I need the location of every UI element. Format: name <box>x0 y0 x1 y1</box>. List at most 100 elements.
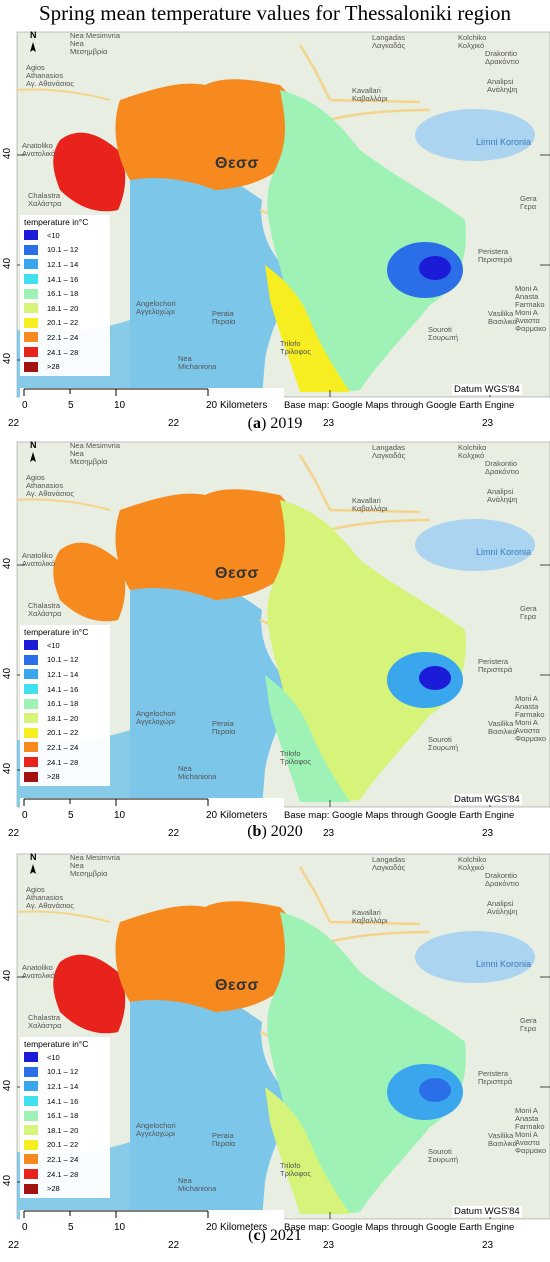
place-peristera: Peristera Περιστερά <box>478 1069 513 1086</box>
legend-label: 10.1 – 12 <box>47 1067 79 1077</box>
legend-row: >28 <box>24 769 110 784</box>
legend-label: 14.1 – 16 <box>47 274 79 284</box>
legend-row: >28 <box>24 1181 110 1196</box>
scale-bar-graphic <box>23 1210 209 1218</box>
legend-swatch <box>24 1125 38 1136</box>
scale-tick-label: 5 <box>68 810 74 821</box>
legend-row: 22.1 – 24 <box>24 1152 110 1167</box>
legend-row: 20.1 – 22 <box>24 1138 110 1153</box>
lon-label-4: 23 <box>482 418 494 429</box>
legend-label: 20.1 – 22 <box>47 728 79 738</box>
datum-label: Datum WGS'84 <box>452 384 522 395</box>
legend-row: <10 <box>24 1050 110 1065</box>
place-souroti: Souroti Σουρωτή <box>428 325 459 342</box>
legend-swatch <box>24 1052 38 1063</box>
map-panel-2021: N Nea Mesimvria Nea Μεσημβρία Agios Atha… <box>0 852 550 1262</box>
legend-swatch <box>24 742 38 753</box>
map-panel-2020: N Nea Mesimvria Nea Μεσημβρία Agios Atha… <box>0 440 550 850</box>
place-nea-mesimvria: Nea Mesimvria Nea Μεσημβρία <box>70 31 121 56</box>
legend-row: 24.1 – 28 <box>24 345 110 360</box>
scale-bar: 0 5 10 20 Kilometers <box>20 1210 284 1240</box>
place-thessaloniki: Θεσσ <box>215 565 259 582</box>
legend-label: <10 <box>47 230 60 240</box>
legend-label: 16.1 – 18 <box>47 699 79 709</box>
place-gerakarou: Gera Γερα <box>520 194 537 211</box>
legend-row: <10 <box>24 228 110 243</box>
place-moni: Moni A Anasta Farmako Moni A Αναστα Φαρμ… <box>515 1106 547 1155</box>
lat-label-1: 40 <box>2 147 14 160</box>
place-kolchiko: Kolchiko Κολχικό <box>458 855 487 872</box>
legend-row: 10.1 – 12 <box>24 243 110 258</box>
place-peraia: Peraia Περαία <box>212 309 236 326</box>
legend-swatch <box>24 1096 38 1107</box>
place-kavallari: Kavallari Καβαλλάρι <box>352 908 388 925</box>
legend-swatch <box>24 1110 38 1121</box>
place-peraia: Peraia Περαία <box>212 1131 236 1148</box>
legend-label: >28 <box>47 1184 60 1194</box>
legend-swatch <box>24 1139 38 1150</box>
legend-swatch <box>24 1183 38 1194</box>
legend-label: 20.1 – 22 <box>47 318 79 328</box>
scale-bar: 0 5 10 20 Kilometers <box>20 388 284 418</box>
scale-tick-label: 20 <box>206 400 218 411</box>
scale-tick-label: 20 <box>206 810 218 821</box>
legend-row: 20.1 – 22 <box>24 726 110 741</box>
place-souroti: Souroti Σουρωτή <box>428 735 459 752</box>
legend-swatch <box>24 698 38 709</box>
legend-row: 10.1 – 12 <box>24 653 110 668</box>
legend-row: >28 <box>24 359 110 374</box>
page-title: Spring mean temperature values for Thess… <box>39 1 511 25</box>
place-kolchiko: Kolchiko Κολχικό <box>458 33 487 50</box>
legend-swatch <box>24 1154 38 1165</box>
place-agios-athanasios: Agios Athanasios Αγ. Αθανάσιος <box>26 63 75 88</box>
panel-caption-2021: (c) 2021 <box>248 1227 302 1244</box>
lat-label-1: 40 <box>2 969 14 982</box>
legend: temperature in°C <10 10.1 – 12 12.1 – 14 14… <box>20 1037 110 1198</box>
scale-units: Kilometers <box>220 1222 268 1233</box>
legend-swatch <box>24 713 38 724</box>
scale-tick-label: 5 <box>68 400 74 411</box>
scale-units: Kilometers <box>220 400 268 411</box>
legend-title: temperature in°C <box>24 1039 89 1049</box>
lon-label-1: 22 <box>8 418 20 429</box>
place-souroti: Souroti Σουρωτή <box>428 1147 459 1164</box>
caption-letter: a <box>253 415 261 432</box>
basemap-credit: Base map: Google Maps through Google Ear… <box>282 400 517 411</box>
legend-swatch <box>24 361 38 372</box>
legend-label: 22.1 – 24 <box>47 1154 79 1164</box>
north-arrow-label: N <box>30 30 37 40</box>
scale-bar-graphic <box>23 798 209 806</box>
caption-letter: b <box>252 823 262 840</box>
place-nea-michaniona: Nea Michaniona <box>178 354 217 371</box>
place-anatoliko: Anatoliko Ανατολικό <box>22 141 56 158</box>
place-limni-koronia: Limni Koronia <box>476 547 532 557</box>
place-drakontio: Drakontio Δρακόντιο <box>485 871 519 888</box>
lon-label-4: 23 <box>482 1240 494 1251</box>
legend-label: 18.1 – 20 <box>47 1125 79 1135</box>
lon-label-3: 23 <box>323 418 335 429</box>
legend-label: 16.1 – 18 <box>47 1111 79 1121</box>
lat-label-2: 40 <box>2 1079 14 1092</box>
legend-row: 16.1 – 18 <box>24 696 110 711</box>
legend-label: 12.1 – 14 <box>47 1081 79 1091</box>
legend-label: >28 <box>47 772 60 782</box>
legend-row: 22.1 – 24 <box>24 740 110 755</box>
legend-row: 12.1 – 14 <box>24 1079 110 1094</box>
legend-label: 10.1 – 12 <box>47 655 79 665</box>
legend-swatch <box>24 274 38 285</box>
legend-row: 12.1 – 14 <box>24 667 110 682</box>
lon-label-3: 23 <box>323 1240 335 1251</box>
legend-row: 18.1 – 20 <box>24 301 110 316</box>
legend-row: 14.1 – 16 <box>24 682 110 697</box>
legend-swatch <box>24 727 38 738</box>
legend-rows: <10 10.1 – 12 12.1 – 14 14.1 – 16 16.1 – 18 1… <box>24 228 110 374</box>
legend-row: 10.1 – 12 <box>24 1065 110 1080</box>
legend-swatch <box>24 654 38 665</box>
scale-tick-label: 0 <box>22 1222 28 1233</box>
place-nea-michaniona: Nea Michaniona <box>178 1176 217 1193</box>
legend-row: 18.1 – 20 <box>24 711 110 726</box>
legend-label: 24.1 – 28 <box>47 757 79 767</box>
legend-label: 10.1 – 12 <box>47 245 79 255</box>
legend-label: 16.1 – 18 <box>47 289 79 299</box>
legend-swatch <box>24 244 38 255</box>
